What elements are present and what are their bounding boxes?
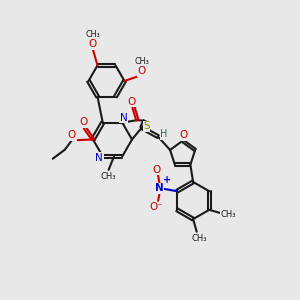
Text: O: O [88, 39, 97, 50]
Text: CH₃: CH₃ [101, 172, 116, 181]
Text: CH₃: CH₃ [134, 57, 149, 66]
Text: N: N [95, 153, 103, 163]
Text: CH₃: CH₃ [221, 210, 236, 219]
Text: O: O [128, 97, 136, 107]
Text: N: N [154, 183, 164, 193]
Text: +: + [163, 175, 171, 185]
Text: O: O [68, 130, 76, 140]
Text: S: S [143, 121, 150, 131]
Text: O: O [152, 165, 161, 175]
Text: CH₃: CH₃ [192, 234, 208, 243]
Text: CH₃: CH₃ [85, 30, 100, 39]
Text: H: H [160, 129, 168, 139]
Text: O: O [79, 117, 87, 127]
Text: O: O [179, 130, 188, 140]
Text: O: O [137, 66, 146, 76]
Text: N: N [120, 113, 127, 123]
Text: O⁻: O⁻ [150, 202, 164, 212]
